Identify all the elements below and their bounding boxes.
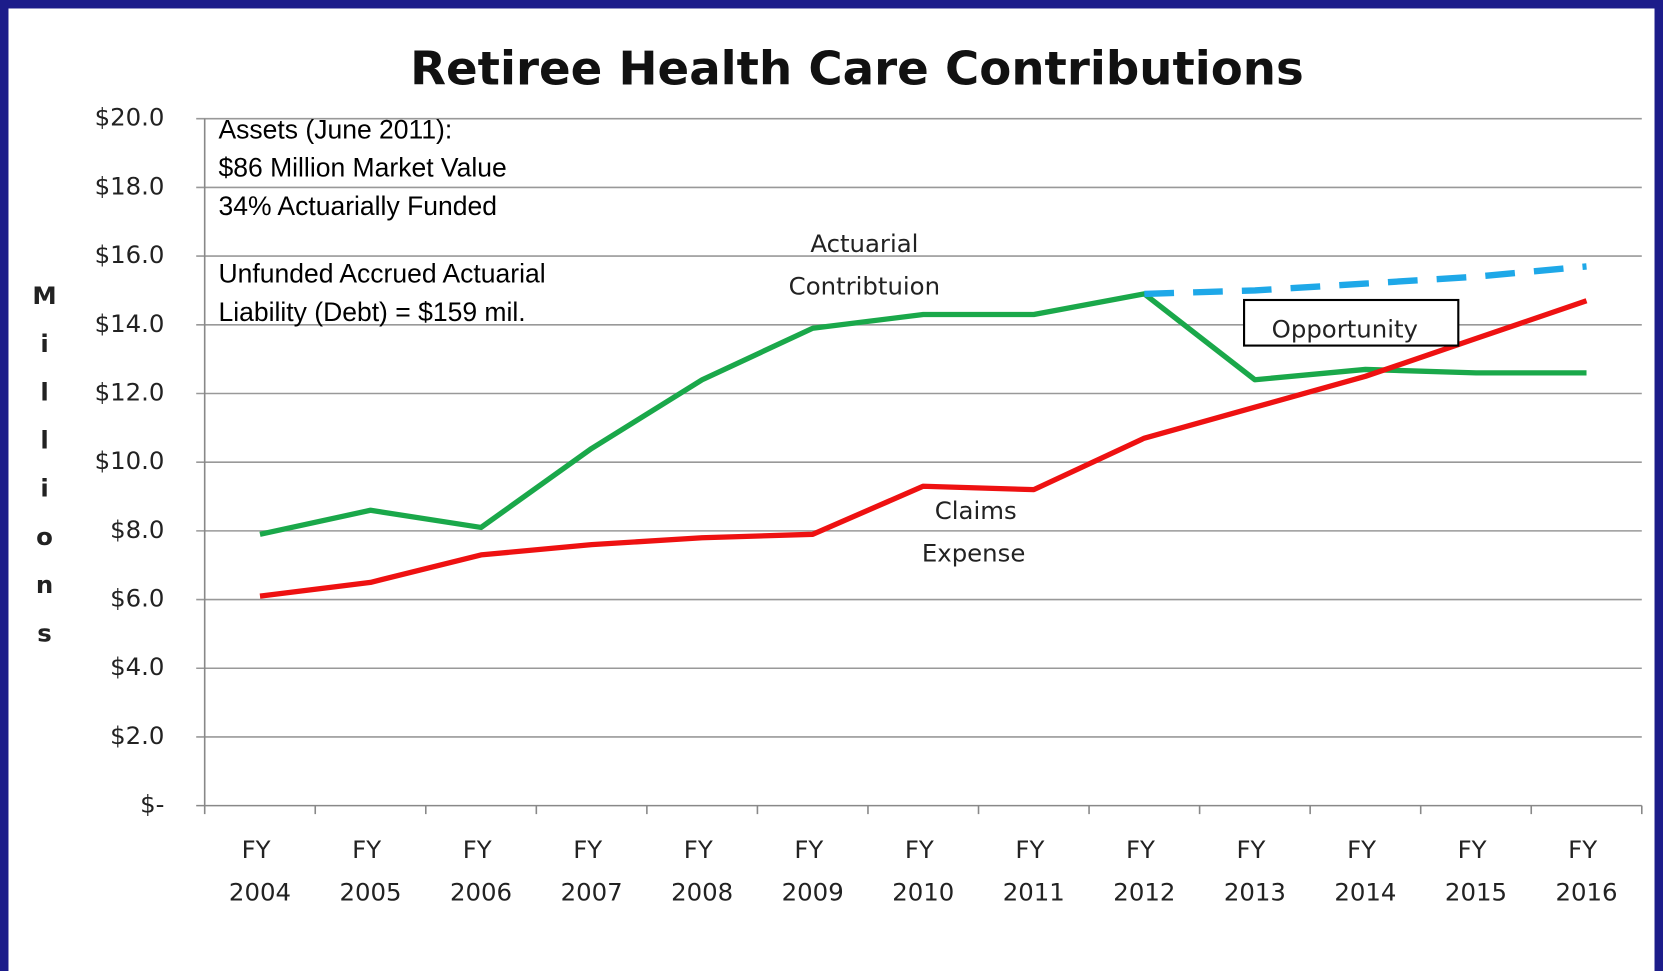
x-tick-label: FY 2011 (1003, 835, 1065, 906)
y-tick-label: $10.0 (95, 446, 165, 475)
x-tick-label: FY 2014 (1334, 835, 1396, 906)
note: Liability (Debt) = $159 mil. (218, 297, 525, 327)
series-line (259, 298, 1588, 599)
x-tick-label: FY 2005 (339, 835, 401, 906)
note: $86 Million Market Value (218, 153, 506, 183)
y-tick-label: $12.0 (95, 377, 165, 406)
note: Assets (June 2011): (218, 114, 452, 144)
annotation: Contribtuion (789, 271, 940, 300)
y-tick-label: $20.0 (95, 103, 165, 132)
y-tick-label: $18.0 (95, 171, 165, 200)
series-line (1144, 263, 1587, 298)
x-tick-label: FY 2006 (450, 835, 512, 906)
y-tick-label: $6.0 (110, 584, 164, 613)
annotation: Claims (935, 496, 1017, 525)
series-line (259, 291, 1587, 537)
y-tick-label: $16.0 (95, 240, 165, 269)
annotation: Expense (922, 538, 1025, 567)
y-tick-label: $8.0 (110, 515, 164, 544)
note: Unfunded Accrued Actuarial (218, 259, 545, 289)
x-tick-label: FY 2010 (892, 835, 954, 906)
x-tick-label: FY 2004 (229, 835, 291, 906)
y-tick-label: $4.0 (110, 652, 164, 681)
x-tick-label: FY 2013 (1224, 835, 1286, 906)
annotation: Opportunity (1272, 315, 1418, 344)
x-tick-label: FY 2009 (782, 835, 844, 906)
y-tick-label: $2.0 (110, 721, 164, 750)
x-tick-label: FY 2007 (561, 835, 623, 906)
plot: $- $2.0 $4.0 $6.0 $8.0 $10.0 $12.0 $14.0 $16.0 $1… (95, 103, 1643, 907)
x-tick-label: FY 2012 (1113, 835, 1175, 906)
x-tick-label: FY 2008 (671, 835, 733, 906)
y-tick-label: $- (140, 790, 164, 819)
x-tick-label: FY 2015 (1445, 835, 1507, 906)
panel (8, 8, 1655, 971)
annotation-box (1243, 298, 1460, 347)
note: 34% Actuarially Funded (218, 191, 496, 221)
y-tick-label: $14.0 (95, 309, 165, 338)
x-tick-label: FY 2016 (1555, 835, 1617, 906)
chart-title: Retiree Health Care Contributions (410, 43, 1304, 97)
annotation: Actuarial (810, 229, 918, 258)
